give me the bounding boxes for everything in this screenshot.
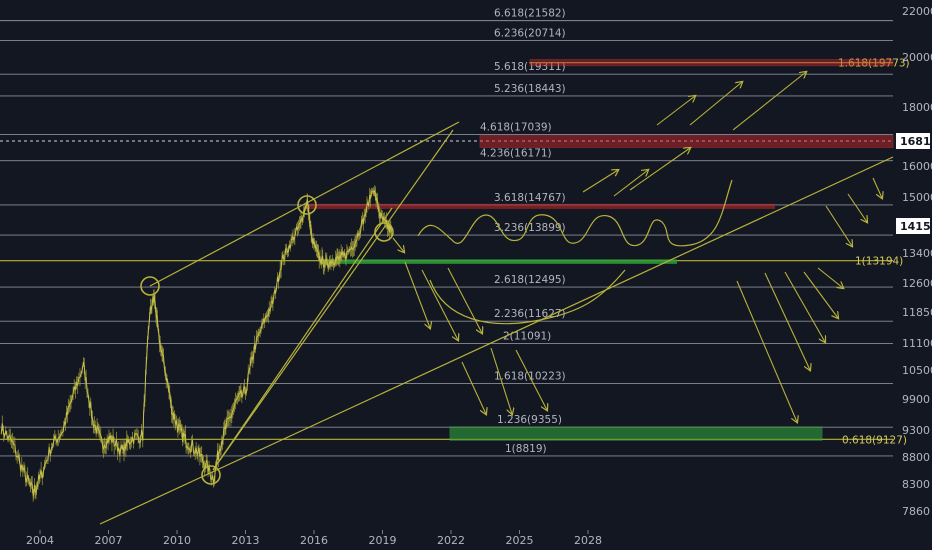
forecast-arrow <box>461 361 486 414</box>
forecast-arrow <box>582 170 618 193</box>
trend-line <box>99 156 894 525</box>
x-tick-label: 2028 <box>574 534 602 547</box>
forecast-arrow <box>764 272 810 370</box>
y-tick-label: 12600 <box>902 277 932 290</box>
current-price-tag <box>896 218 930 234</box>
forecast-arrow <box>689 82 742 126</box>
forecast-arrow <box>732 72 806 131</box>
x-axis: 2004 2007 2010 2013 2016 2019 2022 2025 2028 <box>26 530 602 547</box>
green-zone-upper <box>320 259 677 264</box>
fib-level-label: 4.618(17039) <box>480 121 552 133</box>
x-tick-label: 2025 <box>506 534 534 547</box>
highlight-circle <box>140 276 160 296</box>
red-zone-middle <box>479 135 894 148</box>
fib-level-yellow-label: 1(13194) <box>855 256 903 268</box>
y-tick-label: 13400 <box>902 247 932 260</box>
fib-level-label: 1.236(9355) <box>497 414 562 426</box>
forecast-arrow <box>872 177 882 198</box>
annotations <box>140 72 882 485</box>
forecast-arrow <box>656 96 695 126</box>
trend-line <box>149 121 460 287</box>
wave-path <box>417 179 733 247</box>
forecast-arrow <box>404 261 430 328</box>
price-line <box>0 188 392 497</box>
forecast-arrow <box>421 269 458 340</box>
current-price-label: 14150 <box>900 220 932 233</box>
forecast-arrow <box>847 193 867 222</box>
y-axis: 7860 8300 8800 9300 9900 10500 11100 11850 12600… <box>896 5 932 518</box>
trend-line <box>212 129 454 471</box>
forecast-arrow <box>613 170 648 197</box>
y-tick-label: 18000 <box>902 101 932 114</box>
trend-lines <box>99 121 894 525</box>
fib-level-label: 3.618(14767) <box>494 192 566 204</box>
y-tick-label: 20000 <box>902 51 932 64</box>
marked-level-label: 16811 <box>900 135 932 148</box>
fibonacci-levels: 6.618(21582) 6.236(20714) 5.618(19311) 5.23… <box>0 8 910 457</box>
fib-level-label: 2(11091) <box>503 330 551 342</box>
forecast-arrow <box>817 267 843 288</box>
forecast-arrow <box>825 205 852 246</box>
highlight-circle <box>297 195 317 215</box>
highlight-circle <box>374 222 394 242</box>
y-tick-label: 15000 <box>902 191 932 204</box>
fib-level-yellow-label: 1.618(19773) <box>838 58 910 70</box>
y-tick-label: 22000 <box>902 5 932 18</box>
zone-rectangles <box>305 59 894 441</box>
fib-level-label: 2.618(12495) <box>494 274 566 286</box>
fib-level-label: 3.236(13899) <box>494 222 566 234</box>
x-tick-label: 2016 <box>300 534 328 547</box>
x-tick-label: 2022 <box>437 534 465 547</box>
x-tick-label: 2013 <box>232 534 260 547</box>
fib-level-label: 5.618(19311) <box>494 61 566 73</box>
marked-level-tag <box>896 133 930 149</box>
forecast-arrow <box>803 271 838 318</box>
forecast-arrow <box>784 271 825 342</box>
fib-level-label: 6.236(20714) <box>494 28 566 40</box>
y-tick-label: 10500 <box>902 364 932 377</box>
y-tick-label: 11100 <box>902 337 932 350</box>
x-tick-label: 2007 <box>95 534 123 547</box>
red-zone-lower <box>305 203 775 209</box>
y-tick-label: 8300 <box>902 478 930 491</box>
recovery-curve <box>429 269 626 325</box>
y-tick-label: 7860 <box>902 505 930 518</box>
forecast-arrow <box>490 347 512 414</box>
trend-line <box>212 207 393 471</box>
forecast-arrow <box>392 237 404 252</box>
price-series <box>0 185 393 502</box>
red-zone-upper <box>529 59 894 67</box>
y-tick-label: 16000 <box>902 160 932 173</box>
fib-level-label: 6.618(21582) <box>494 8 566 20</box>
forecast-arrow <box>515 349 547 410</box>
y-tick-label: 11850 <box>902 306 932 319</box>
fib-level-label: 2.236(11627) <box>494 308 566 320</box>
fib-level-yellow-label: 0.618(9127) <box>842 434 907 446</box>
y-tick-label: 9900 <box>902 393 930 406</box>
green-zone-lower <box>449 426 823 441</box>
fib-level-label: 5.236(18443) <box>494 83 566 95</box>
x-tick-label: 2004 <box>26 534 54 547</box>
forecast-arrow <box>629 148 690 191</box>
y-tick-label: 9300 <box>902 424 930 437</box>
highlight-circle <box>201 465 221 485</box>
fib-level-label: 4.236(16171) <box>480 148 552 160</box>
x-tick-label: 2010 <box>163 534 191 547</box>
x-tick-label: 2019 <box>369 534 397 547</box>
y-tick-label: 8800 <box>902 451 930 464</box>
forecast-arrow <box>736 280 797 422</box>
forecast-arrow <box>447 267 482 333</box>
fib-level-label: 1(8819) <box>505 443 547 455</box>
